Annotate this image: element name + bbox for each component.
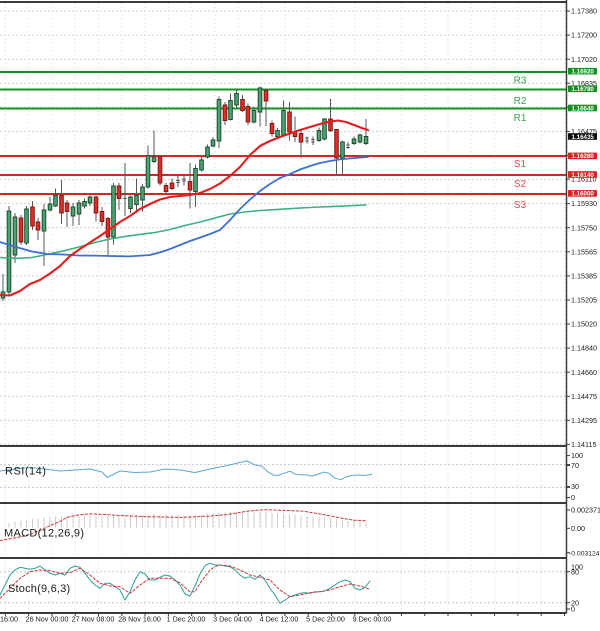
svg-text:-0.003124: -0.003124 — [569, 550, 600, 557]
svg-text:RSI(14): RSI(14) — [5, 466, 46, 478]
svg-text:R3: R3 — [514, 76, 527, 87]
svg-text:0.002371: 0.002371 — [571, 506, 600, 515]
svg-text:0: 0 — [571, 605, 575, 614]
svg-text:1.16835: 1.16835 — [571, 79, 597, 88]
svg-text:80: 80 — [571, 567, 579, 576]
svg-text:1.15020: 1.15020 — [571, 320, 597, 329]
svg-text:R1: R1 — [514, 113, 527, 124]
svg-text:1.16920: 1.16920 — [572, 69, 595, 76]
svg-text:1.16280: 1.16280 — [572, 153, 595, 160]
svg-text:S2: S2 — [514, 179, 527, 190]
svg-text:S1: S1 — [514, 159, 527, 170]
svg-text:70: 70 — [571, 461, 579, 470]
svg-text:1.14840: 1.14840 — [571, 344, 597, 353]
svg-text:26 Nov 00:00: 26 Nov 00:00 — [26, 615, 69, 624]
svg-text:1.16000: 1.16000 — [572, 191, 595, 198]
svg-text:1.16435: 1.16435 — [572, 134, 595, 141]
svg-text:100: 100 — [571, 562, 583, 571]
svg-text:1.16640: 1.16640 — [572, 105, 595, 112]
svg-text:Stoch(9,6,3): Stoch(9,6,3) — [8, 583, 70, 595]
svg-text:1 Dec 20:00: 1 Dec 20:00 — [167, 615, 206, 624]
svg-text:4 Dec 12:00: 4 Dec 12:00 — [260, 615, 299, 624]
svg-text:1.15930: 1.15930 — [571, 199, 597, 208]
svg-text:MACD(12,26,9): MACD(12,26,9) — [4, 528, 84, 540]
svg-text:28 Nov 16:00: 28 Nov 16:00 — [118, 615, 161, 624]
svg-text:1.14295: 1.14295 — [571, 416, 597, 425]
svg-text:R2: R2 — [514, 96, 527, 107]
svg-text:1.15565: 1.15565 — [571, 247, 597, 256]
svg-text:16:00: 16:00 — [0, 615, 18, 624]
svg-text:1.16110: 1.16110 — [571, 175, 596, 184]
svg-text:5 Dec 20:00: 5 Dec 20:00 — [306, 615, 345, 624]
svg-text:9 Dec 00:00: 9 Dec 00:00 — [353, 615, 392, 624]
svg-text:100: 100 — [571, 451, 583, 460]
svg-text:1.15385: 1.15385 — [571, 272, 597, 281]
svg-text:1.14475: 1.14475 — [571, 392, 597, 401]
svg-text:1.14660: 1.14660 — [571, 368, 597, 377]
svg-text:1.16140: 1.16140 — [572, 172, 595, 179]
svg-text:0.00: 0.00 — [571, 524, 585, 533]
svg-text:1.16780: 1.16780 — [572, 86, 595, 93]
svg-text:S3: S3 — [514, 200, 527, 211]
svg-text:1.17020: 1.17020 — [571, 55, 597, 64]
svg-text:1.14115: 1.14115 — [571, 440, 596, 449]
svg-text:1.17380: 1.17380 — [571, 7, 597, 16]
svg-text:3 Dec 04:00: 3 Dec 04:00 — [213, 615, 252, 624]
svg-text:1.17200: 1.17200 — [571, 31, 597, 40]
svg-text:27 Nov 08:00: 27 Nov 08:00 — [72, 615, 115, 624]
svg-text:0: 0 — [571, 493, 575, 502]
svg-text:1.15205: 1.15205 — [571, 296, 597, 305]
svg-text:1.15750: 1.15750 — [571, 223, 597, 232]
svg-text:1.16475: 1.16475 — [571, 127, 597, 136]
svg-text:20: 20 — [571, 598, 579, 607]
svg-text:30: 30 — [571, 482, 579, 491]
